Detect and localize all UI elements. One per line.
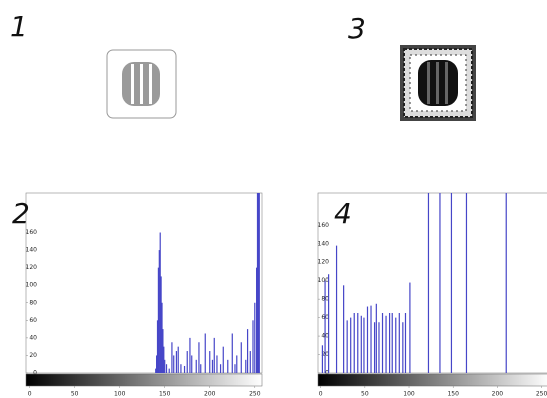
bar [324,281,325,373]
bar [214,338,215,373]
plots: 0204060801001201401600501001502002500204… [26,142,547,397]
bar [357,313,358,373]
bar [196,360,197,373]
image-equalized [400,45,476,121]
x-tick-label: 200 [492,391,504,398]
panel-label: 3 [348,12,366,45]
bar [259,193,260,373]
y-tick-label: 0 [33,370,37,377]
image-original [107,50,176,118]
bar [466,142,467,373]
bar [254,303,255,373]
bar [171,342,172,373]
x-tick-label: 250 [249,391,261,398]
bar [220,364,221,373]
y-tick-label: 80 [29,299,37,306]
x-tick-label: 200 [204,391,216,398]
bar [187,351,188,373]
bar [395,318,396,373]
bar [178,347,179,373]
bar [184,366,185,373]
plot-frame [26,193,262,373]
bar [328,274,329,373]
bar [212,360,213,373]
bar [250,351,251,373]
bar [322,345,323,373]
x-tick-label: 0 [28,391,32,398]
x-tick-label: 50 [361,391,369,398]
bar [189,338,190,373]
bars [322,142,507,373]
bar [405,313,406,373]
colorbar [318,374,547,386]
y-tick-label: 40 [29,334,37,341]
panel-label: 1 [10,10,28,43]
y-tick-label: 60 [29,317,37,324]
x-tick-label: 100 [403,391,415,398]
x-tick-label: 50 [71,391,79,398]
plot-frame [318,193,547,373]
bar [191,355,192,373]
bars [155,193,260,373]
bar [392,313,393,373]
bar [378,322,379,373]
bar [180,364,181,373]
bar [198,342,199,373]
x-tick-label: 250 [536,391,547,398]
bar [367,307,368,373]
y-tick-label: 20 [29,352,37,359]
bar [399,313,400,373]
bar [374,322,375,373]
bar [200,364,201,373]
bar [343,285,344,373]
bar [166,364,167,373]
bar [385,316,386,373]
bar [439,142,440,373]
bar [176,351,177,373]
bar [234,364,235,373]
bar [347,320,348,373]
bar [252,320,253,373]
panel-label: 2 [12,197,30,230]
bar [370,306,371,373]
bar [409,283,410,373]
x-tick-label: 150 [159,391,171,398]
bar [209,351,210,373]
bar [354,313,355,373]
bar [173,355,174,373]
bar [402,322,403,373]
bar [245,360,246,373]
bar [205,333,206,373]
bar [376,304,377,373]
bar [247,329,248,373]
x-tick-label: 100 [114,391,126,398]
bar [361,316,362,373]
bar [428,142,429,373]
bar [216,355,217,373]
x-tick-label: 150 [447,391,459,398]
bar [336,246,337,373]
bar [451,142,452,373]
bar [506,142,507,373]
bar [350,318,351,373]
figure: 0204060801001201401600501001502002500204… [0,0,547,398]
bar [363,318,364,373]
bar [241,342,242,373]
bar [227,360,228,373]
panel-label: 4 [334,197,352,230]
bar [169,369,170,373]
colorbar [26,374,262,386]
bar [236,355,237,373]
bar [389,313,390,373]
bar [232,333,233,373]
x-tick-label: 0 [319,391,323,398]
bar [223,347,224,373]
bar [382,313,383,373]
bar [164,360,165,373]
